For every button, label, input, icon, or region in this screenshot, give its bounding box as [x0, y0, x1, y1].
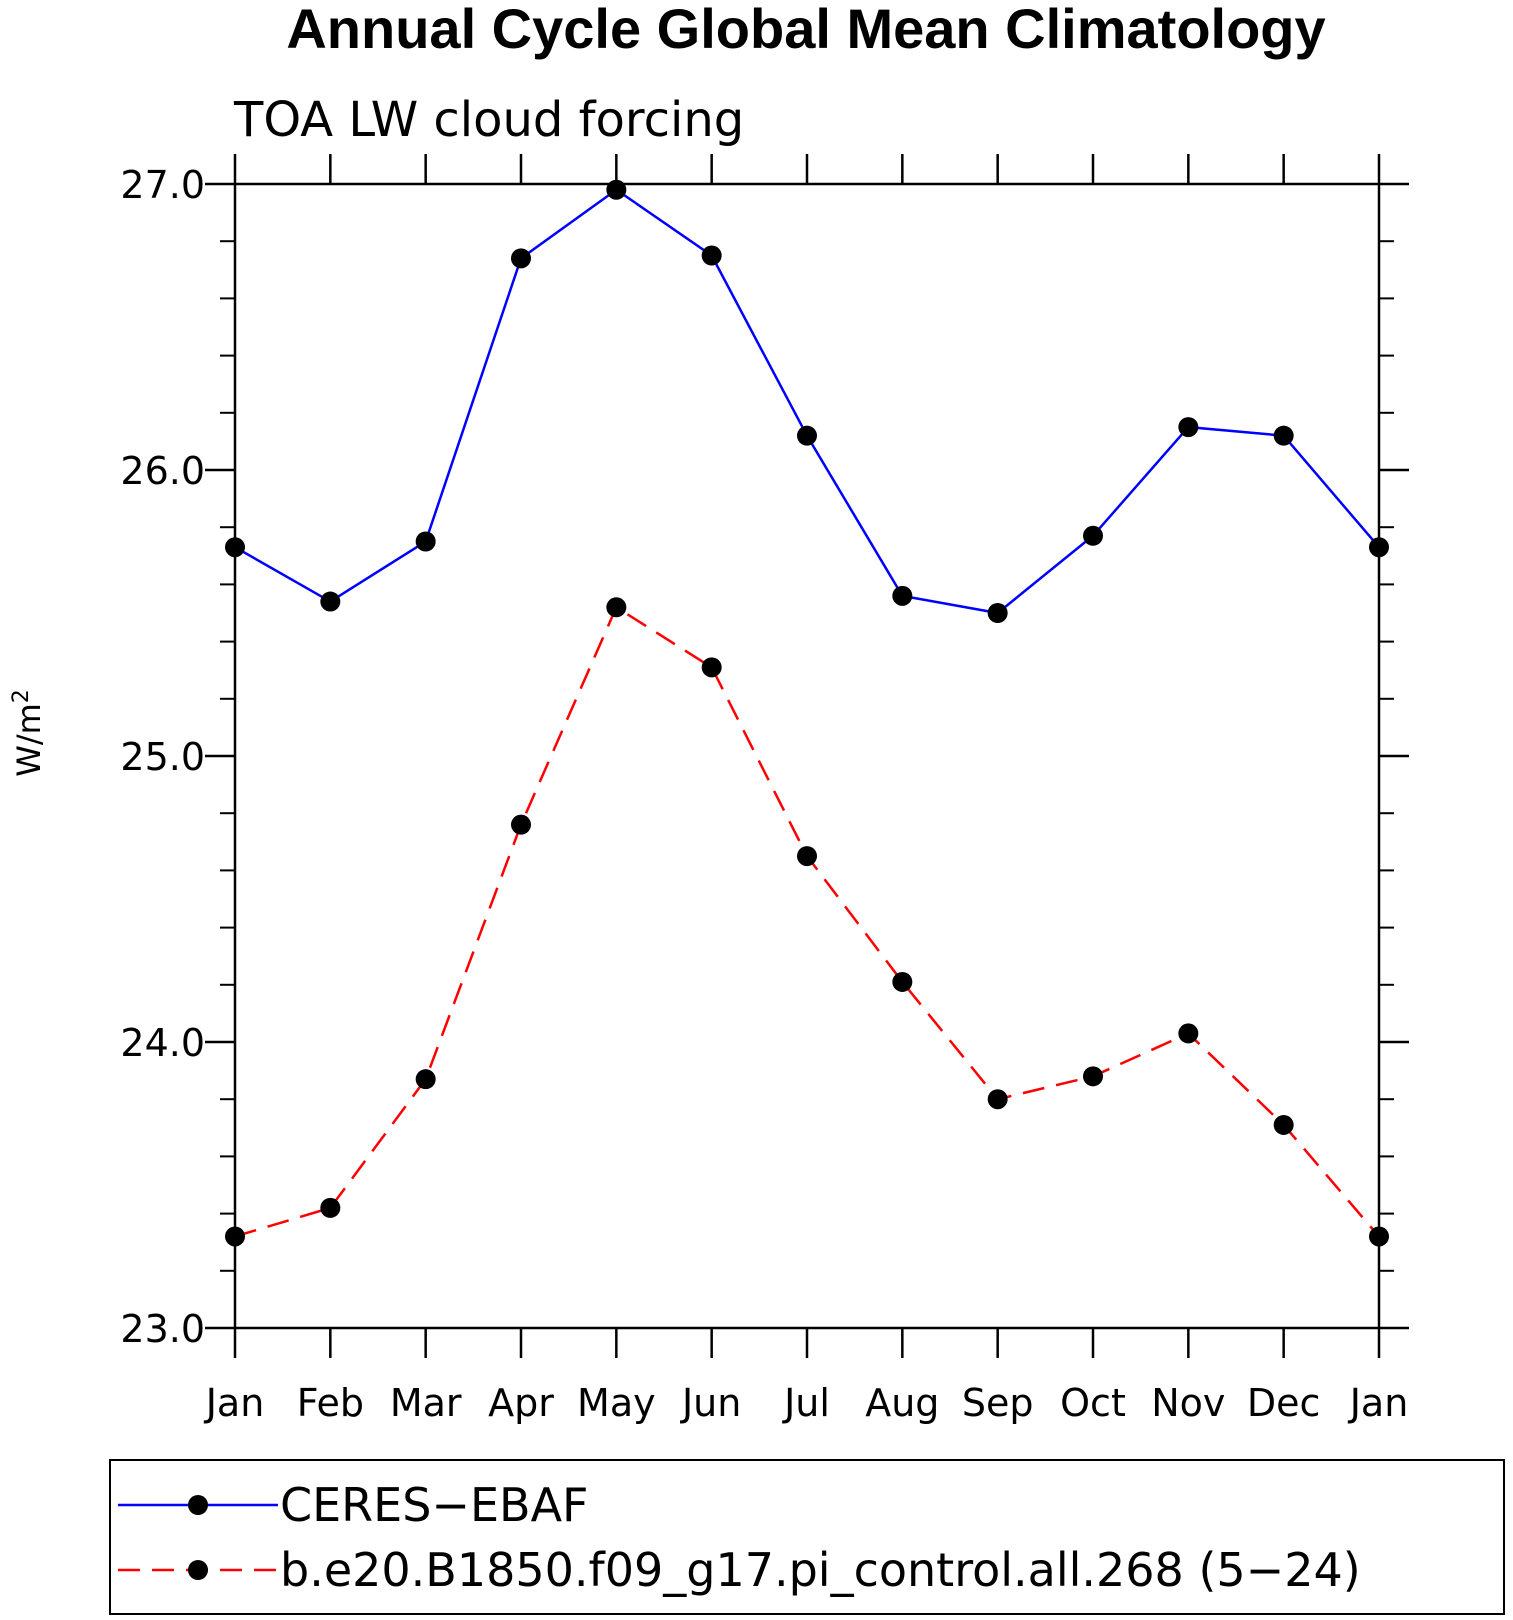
- series-1-point: [415, 531, 436, 552]
- series-1-point: [1083, 525, 1103, 546]
- series-2-point: [1178, 1023, 1199, 1044]
- x-tick-label: Apr: [488, 1381, 554, 1425]
- series-2-point: [701, 657, 722, 678]
- series-lines: [234, 188, 1380, 1238]
- legend-marker-2: [188, 1560, 208, 1580]
- series-2-point: [892, 971, 913, 992]
- x-tick-label: Feb: [297, 1381, 364, 1425]
- series-1-point: [701, 245, 722, 266]
- series-line-2: [234, 605, 1380, 1238]
- series-2-point: [797, 846, 817, 867]
- svg-text:W/m2: W/m2: [9, 689, 48, 777]
- x-tick-label: Aug: [865, 1381, 939, 1425]
- legend-label-2: b.e20.B1850.f09_g17.pi_control.all.268 (…: [280, 1543, 1361, 1597]
- chart-title: Annual Cycle Global Mean Climatology: [286, 0, 1325, 60]
- x-tick-label: Jun: [680, 1381, 741, 1425]
- y-axis-label: W/m: [10, 703, 48, 777]
- y-tick-label: 26.0: [120, 449, 205, 493]
- series-1-point: [797, 425, 817, 446]
- series-2-point: [1273, 1114, 1294, 1135]
- x-tick-label: May: [577, 1381, 656, 1425]
- series-1-point: [320, 591, 341, 612]
- y-tick-label: 27.0: [120, 163, 205, 207]
- series-1-point: [1273, 425, 1294, 446]
- series-1-point: [892, 585, 913, 606]
- series-2-point: [320, 1197, 341, 1218]
- series-2-point: [1369, 1226, 1389, 1247]
- series-1-point: [511, 248, 531, 269]
- series-line-1: [234, 188, 1380, 615]
- series-2-point: [225, 1226, 245, 1247]
- x-tick-label: Nov: [1151, 1381, 1225, 1425]
- series-markers: [225, 179, 1389, 1247]
- series-1-point: [1178, 417, 1199, 438]
- plot-frame: [233, 182, 1381, 1330]
- legend: CERES−EBAF b.e20.B1850.f09_g17.pi_control…: [118, 1478, 1361, 1597]
- series-2-point: [511, 814, 531, 835]
- x-tick-label: Oct: [1060, 1381, 1126, 1425]
- x-tick-label: Jul: [782, 1381, 830, 1425]
- series-2-point: [415, 1069, 436, 1090]
- series-2-point: [606, 597, 627, 618]
- x-tick-label: Jan: [204, 1381, 265, 1425]
- y-axis-label-superscript: 2: [9, 689, 34, 703]
- legend-marker-1: [188, 1495, 208, 1515]
- x-tick-label: Jan: [1348, 1381, 1409, 1425]
- series-2-point: [1083, 1066, 1103, 1087]
- series-2-point: [987, 1089, 1008, 1110]
- x-tick-label: Dec: [1247, 1381, 1321, 1425]
- x-tick-label: Mar: [390, 1381, 462, 1425]
- y-axis-title: W/m2: [9, 689, 48, 777]
- chart-subtitle: TOA LW cloud forcing: [233, 92, 744, 148]
- legend-box: [109, 1459, 1505, 1615]
- axes: Jan Feb Mar Apr May Jun Jul Aug Sep Oct Nov Dec Jan 2…: [120, 154, 1409, 1425]
- y-tick-label: 23.0: [120, 1307, 205, 1351]
- y-tick-label: 24.0: [120, 1021, 205, 1065]
- x-tick-label: Sep: [962, 1381, 1034, 1425]
- y-tick-label: 25.0: [120, 735, 205, 779]
- series-1-point: [1369, 537, 1389, 558]
- series-1-point: [987, 603, 1008, 623]
- series-1-point: [225, 537, 245, 558]
- legend-label-1: CERES−EBAF: [280, 1478, 589, 1532]
- series-1-point: [606, 179, 627, 200]
